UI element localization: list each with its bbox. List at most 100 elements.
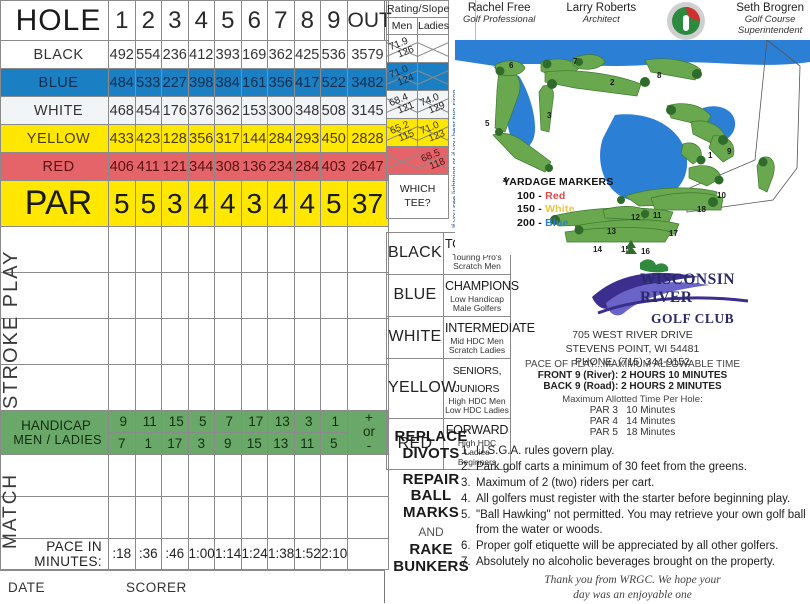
score-cell[interactable]: [240, 272, 268, 319]
per-hole-par5: PAR 5 18 Minutes: [455, 427, 810, 438]
stroke-play-row[interactable]: [0, 272, 389, 319]
score-cell[interactable]: [187, 272, 215, 319]
score-out-cell[interactable]: [346, 226, 389, 273]
score-cell[interactable]: [267, 226, 295, 273]
score-cell[interactable]: [214, 272, 242, 319]
score-cell[interactable]: [320, 272, 348, 319]
score-cell[interactable]: [161, 318, 189, 365]
match-cell[interactable]: [187, 495, 215, 539]
rating-slope-column: Rating/Slope Men Ladies 71.9 126 71.0 124 …: [386, 0, 449, 219]
score-cell[interactable]: [267, 318, 295, 365]
score-out-cell[interactable]: [346, 318, 389, 365]
score-cell[interactable]: [293, 272, 321, 319]
score-cell[interactable]: [134, 226, 162, 273]
match-cell[interactable]: [293, 453, 321, 497]
rule-item: 1. U.S.G.A. rules govern play.: [461, 444, 806, 459]
staff-title: Golf Course Superintendent: [737, 13, 803, 36]
score-cell[interactable]: [187, 364, 215, 411]
score-cell[interactable]: [267, 364, 295, 411]
match-cell[interactable]: [161, 453, 189, 497]
stroke-play-row[interactable]: [0, 318, 389, 365]
pace-out-cell: [346, 537, 389, 570]
score-cell[interactable]: [187, 226, 215, 273]
info-panel: Rachel Free Golf Professional Larry Robe…: [455, 0, 810, 603]
score-cell[interactable]: [240, 364, 268, 411]
handicap-ladies-cell: 7: [108, 431, 136, 455]
score-cell[interactable]: [293, 318, 321, 365]
match-cell[interactable]: [187, 453, 215, 497]
tee-key-name: WHITE: [386, 315, 444, 359]
score-cell[interactable]: [240, 226, 268, 273]
score-cell[interactable]: [134, 272, 162, 319]
yardage-markers-legend: YARDAGE MARKERS 100 - Red 150 - White 20…: [503, 176, 614, 231]
tee-key-title: CHAMPIONS: [445, 278, 519, 293]
thank-you-message: Thank you from WRGC. We hope your day wa…: [544, 573, 721, 602]
yardage-cell: 554: [134, 40, 162, 69]
score-cell[interactable]: [187, 318, 215, 365]
score-cell[interactable]: [214, 226, 242, 273]
handicap-ladies-cell: 11: [293, 431, 321, 455]
match-cell[interactable]: [161, 495, 189, 539]
pace-front9: FRONT 9 (River): 2 HOURS 10 MINUTES: [537, 370, 728, 381]
score-cell[interactable]: [320, 364, 348, 411]
score-cell[interactable]: [161, 226, 189, 273]
score-out-cell[interactable]: [346, 364, 389, 411]
yardage-markers-title: YARDAGE MARKERS: [503, 176, 614, 188]
match-cell[interactable]: [134, 453, 162, 497]
stroke-play-row[interactable]: [0, 226, 389, 273]
match-cell[interactable]: [293, 495, 321, 539]
yardage-cell: 308: [214, 152, 242, 181]
match-cell[interactable]: [108, 453, 136, 497]
score-cell[interactable]: [214, 364, 242, 411]
rule-text: "Ball Hawking" not permitted. You may re…: [476, 508, 806, 536]
match-cell[interactable]: [240, 453, 268, 497]
svg-text:6: 6: [509, 61, 514, 70]
score-cell[interactable]: [108, 272, 136, 319]
score-cell[interactable]: [240, 318, 268, 365]
score-cell[interactable]: [267, 272, 295, 319]
score-cell[interactable]: [134, 364, 162, 411]
date-scorer-row[interactable]: DATE SCORER: [0, 570, 385, 603]
match-cell[interactable]: [134, 495, 162, 539]
player-name-cell[interactable]: [0, 226, 109, 273]
score-cell[interactable]: [161, 272, 189, 319]
score-cell[interactable]: [108, 364, 136, 411]
match-cell[interactable]: [214, 495, 242, 539]
yardage-out: 2647: [346, 152, 389, 181]
score-cell[interactable]: [320, 318, 348, 365]
match-cell[interactable]: [267, 495, 295, 539]
score-cell[interactable]: [161, 364, 189, 411]
match-cell[interactable]: [108, 495, 136, 539]
match-cell[interactable]: [320, 453, 348, 497]
match-row[interactable]: [0, 453, 389, 497]
yardage-cell: 398: [187, 68, 215, 97]
tee-name: BLACK: [0, 40, 109, 69]
match-cell[interactable]: [267, 453, 295, 497]
player-name-cell[interactable]: [0, 318, 109, 365]
staff-member: Seth Brogren Golf Course Superintendent: [736, 2, 804, 36]
club-address: 705 WEST RIVER DRIVE STEVENS POINT, WI 5…: [455, 329, 810, 370]
score-cell[interactable]: [134, 318, 162, 365]
match-out-cell[interactable]: [346, 495, 389, 539]
score-cell[interactable]: [320, 226, 348, 273]
score-out-cell[interactable]: [346, 272, 389, 319]
staff-header: Rachel Free Golf Professional Larry Robe…: [455, 0, 810, 40]
match-name-cell[interactable]: [0, 495, 109, 539]
score-cell[interactable]: [293, 226, 321, 273]
score-cell[interactable]: [108, 226, 136, 273]
match-cell[interactable]: [240, 495, 268, 539]
tee-key-title: INTERMEDIATE: [445, 320, 535, 335]
match-name-cell[interactable]: [0, 453, 109, 497]
player-name-cell[interactable]: [0, 364, 109, 411]
par-time: 18 Minutes: [626, 427, 676, 438]
score-cell[interactable]: [293, 364, 321, 411]
stroke-play-row[interactable]: [0, 364, 389, 411]
score-cell[interactable]: [214, 318, 242, 365]
pace-cell: 1:38: [267, 537, 295, 570]
match-cell[interactable]: [214, 453, 242, 497]
match-row[interactable]: [0, 495, 389, 539]
match-out-cell[interactable]: [346, 453, 389, 497]
match-cell[interactable]: [320, 495, 348, 539]
score-cell[interactable]: [108, 318, 136, 365]
